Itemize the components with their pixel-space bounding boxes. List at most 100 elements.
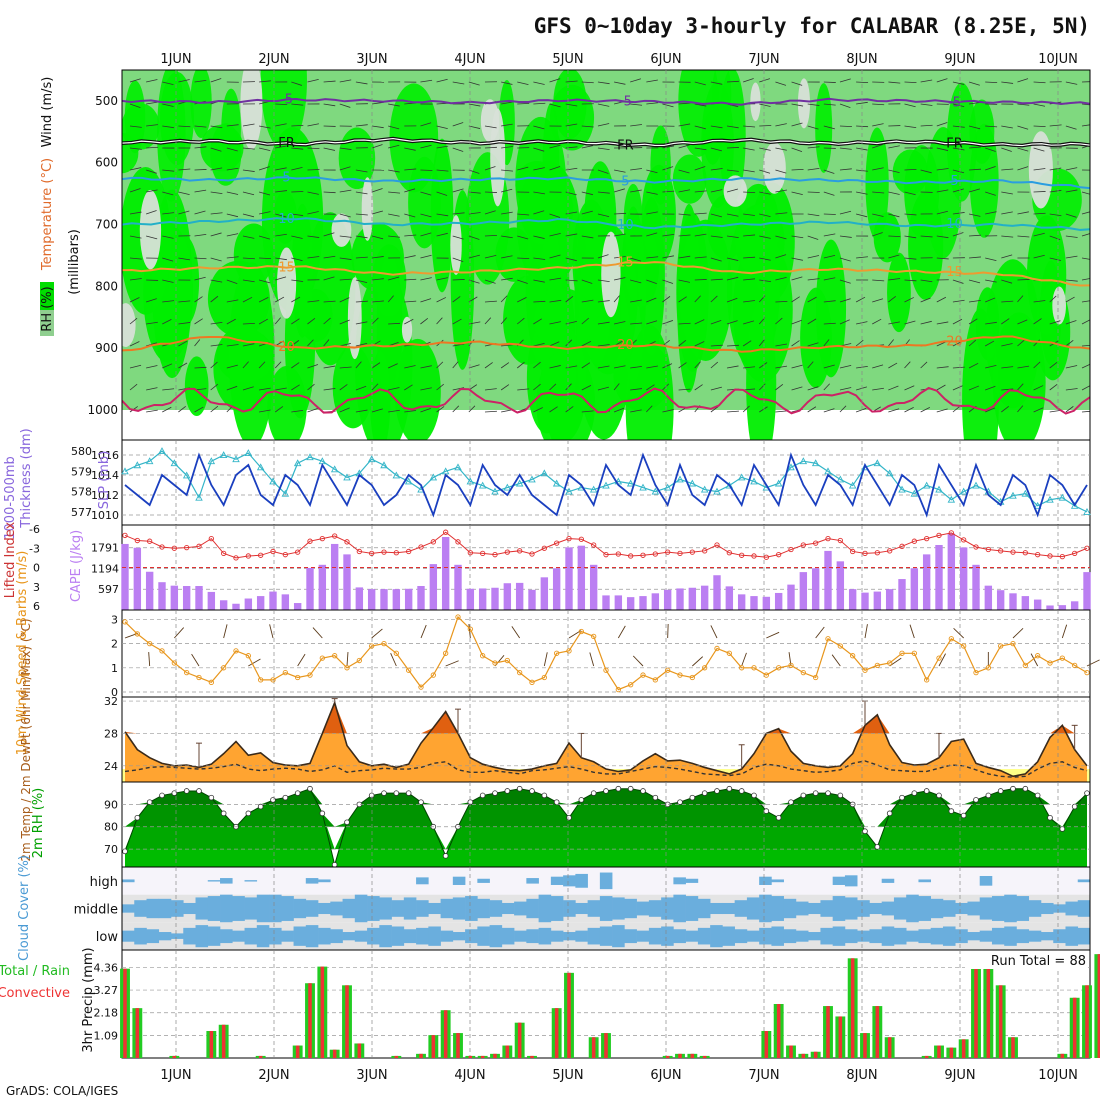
lifted-point <box>874 550 880 556</box>
wind-barb <box>178 125 191 128</box>
cape-bar <box>824 550 832 610</box>
rh-point <box>1084 790 1090 796</box>
wind-barb <box>194 366 207 369</box>
thickness-point <box>145 457 154 465</box>
lifted-point <box>492 552 498 558</box>
cloud-middle-bar <box>881 901 895 916</box>
profile-ylabel-wind: Wind (m/s) <box>40 77 55 148</box>
wind-barb <box>726 320 738 325</box>
lifted-point <box>800 542 806 548</box>
wind-barb <box>404 365 416 369</box>
cloud-middle-bar <box>710 902 723 915</box>
wind-barb <box>909 624 915 639</box>
thickness-point <box>1033 501 1042 509</box>
wind-barb <box>420 624 427 639</box>
wind-barb <box>1001 254 1013 259</box>
wind-barb <box>339 342 351 347</box>
wind-barb <box>743 169 755 173</box>
wind-barb <box>146 79 158 83</box>
cloud-high-bar <box>918 879 932 883</box>
cape-bar <box>750 596 758 610</box>
wind-barb <box>371 383 379 391</box>
thickness-point <box>799 457 808 465</box>
wind-barb <box>856 256 868 259</box>
lifted-point <box>233 555 239 561</box>
cape-bar <box>885 589 894 610</box>
wind-barb <box>1049 213 1062 217</box>
wind-barb <box>662 320 674 325</box>
thickness-point <box>947 495 956 503</box>
moist-region <box>260 70 307 151</box>
moist-region <box>394 338 441 440</box>
wind-barb <box>1081 257 1090 260</box>
cloud-low-bar <box>134 927 147 945</box>
wind-barb <box>646 384 655 391</box>
wind-speed-point <box>430 672 436 678</box>
cape-bar <box>232 603 240 610</box>
rh-point <box>1010 785 1016 792</box>
cloud-low-bar <box>1040 932 1054 941</box>
wind-barb <box>694 341 705 347</box>
wind-barb <box>339 257 352 260</box>
wind-barb <box>420 169 433 171</box>
wind-barb <box>888 385 899 391</box>
wind-barb <box>371 278 384 281</box>
wind-barb <box>823 233 836 237</box>
cloud-low-bar <box>501 927 515 945</box>
precip-convective-bar <box>875 1006 880 1058</box>
wind-barb <box>388 169 400 173</box>
cloud-middle-bar <box>844 897 858 920</box>
wind-barb <box>178 257 191 261</box>
wind-barb <box>1001 343 1013 347</box>
wind-speed-point <box>122 619 128 625</box>
wind-barb <box>404 213 416 218</box>
wind-barb <box>178 340 188 347</box>
cloud-low-bar <box>734 929 748 944</box>
cloud-low-bar <box>379 925 392 948</box>
dry-region <box>347 277 362 360</box>
wind-barb <box>178 168 191 171</box>
lifted-ylabel: Lifted Index <box>3 521 18 598</box>
wind-barb <box>630 322 643 325</box>
wind-barb <box>839 364 852 369</box>
wind-barb <box>436 191 448 196</box>
cloud-middle-bar <box>648 900 662 917</box>
wind-barb <box>452 147 464 152</box>
wind-speed-point <box>221 665 227 671</box>
rh-point <box>294 790 301 796</box>
date-label-top: 5JUN <box>552 52 583 67</box>
wind-barb <box>484 234 497 237</box>
wind-barb <box>742 405 750 413</box>
wind-barb <box>632 655 644 667</box>
temp-tick: 24 <box>104 760 118 773</box>
cape-bar <box>293 603 302 610</box>
wind-barb <box>371 628 383 639</box>
thickness-point <box>478 481 487 489</box>
rh-ylabel: 2m RH (%) <box>31 788 46 859</box>
cape-bar <box>663 589 672 610</box>
wind-speed-point <box>776 665 782 671</box>
rh-point <box>738 788 745 794</box>
precip-convective-bar <box>986 958 991 1058</box>
cloud-high-bar <box>220 878 233 884</box>
wind-barb <box>662 190 675 193</box>
wind-barb <box>678 322 691 325</box>
wind-barb <box>985 166 996 171</box>
rh-point <box>615 785 622 792</box>
wind-barb <box>1001 147 1012 152</box>
lifted-point <box>480 550 486 557</box>
rh-point <box>812 790 819 796</box>
rh-point <box>344 819 350 826</box>
wind-barb <box>275 145 287 149</box>
thickness-point <box>170 459 179 467</box>
wind-barb <box>759 279 772 283</box>
lifted-point <box>714 542 720 548</box>
precip-convective-bar <box>443 1010 448 1058</box>
wind-barb <box>275 233 287 237</box>
wind-barb <box>775 169 787 174</box>
wind-barb <box>275 103 288 106</box>
rh-point <box>146 799 153 805</box>
wind-barb <box>1001 406 1010 413</box>
precip-convective-bar <box>789 1045 793 1058</box>
rh-point <box>1022 785 1029 792</box>
